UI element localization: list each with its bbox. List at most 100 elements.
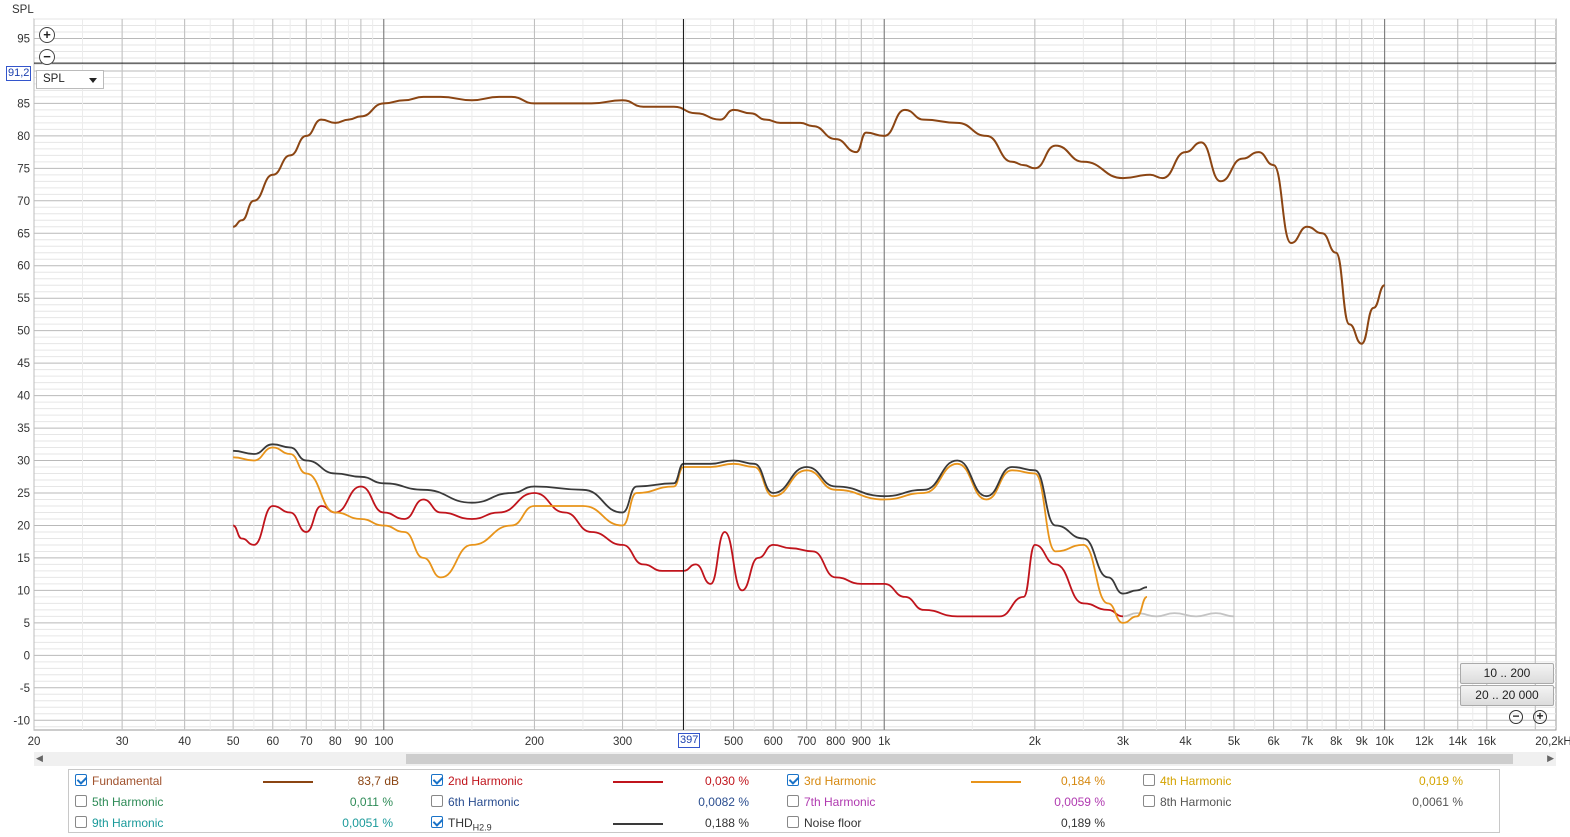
y-tick-label: 15 (17, 553, 30, 565)
legend-value: 0,189 % (1060, 816, 1105, 830)
legend-label: 3rd Harmonic (804, 774, 877, 788)
x-tick-label: 100 (374, 736, 393, 748)
legend-value: 0,011 % (349, 795, 393, 809)
y-axis-title: SPL (12, 4, 34, 16)
chart-grid (33, 18, 1557, 731)
legend-value: 0,019 % (1418, 774, 1463, 788)
chart-cursor (34, 19, 1556, 730)
y-tick-label: -10 (13, 715, 30, 727)
x-tick-label: 6k (1268, 736, 1280, 748)
series-3rd-harmonic (233, 446, 1148, 624)
x-tick-label: 40 (178, 736, 191, 748)
legend-item-2nd-harmonic[interactable]: 2nd Harmonic 0,030 % (431, 771, 761, 791)
fundamental-checkbox[interactable] (75, 774, 87, 786)
legend-value: 0,0059 % (1054, 795, 1105, 809)
legend-panel: Fundamental 83,7 dB 2nd Harmonic 0,030 %… (68, 769, 1500, 833)
legend-item-thd[interactable]: THDH2.9 0,188 % (431, 813, 761, 833)
y-tick-label: 5 (24, 618, 30, 630)
series-thd (233, 443, 1148, 595)
legend-item-3rd-harmonic[interactable]: 3rd Harmonic 0,184 % (787, 771, 1117, 791)
x-tick-label: 20 (28, 736, 41, 748)
x-tick-label: 12k (1415, 736, 1434, 748)
horizontal-scrollbar[interactable]: ◀ ▶ (34, 752, 1556, 766)
legend-value: 0,0061 % (1412, 795, 1463, 809)
chevron-down-icon (89, 78, 97, 83)
x-tick-label: 4k (1179, 736, 1191, 748)
legend-label: 6th Harmonic (448, 795, 520, 809)
6th-harmonic-checkbox[interactable] (431, 795, 443, 807)
cursor-x-readout: 397 (678, 733, 701, 748)
y-tick-label: 50 (17, 326, 30, 338)
zoom-out-icon[interactable]: − (39, 49, 55, 65)
legend-value: 0,0051 % (342, 816, 393, 830)
legend-label: THDH2.9 (448, 813, 492, 837)
x-tick-label: 800 (826, 736, 845, 748)
zoom-in-icon[interactable]: + (39, 27, 55, 43)
8th-harmonic-checkbox[interactable] (1143, 795, 1155, 807)
legend-label: 5th Harmonic (92, 795, 164, 809)
x-tick-label: 900 (852, 736, 871, 748)
x-tick-label: 20,2kHz (1535, 736, 1570, 748)
5th-harmonic-checkbox[interactable] (75, 795, 87, 807)
legend-item-7th-harmonic[interactable]: 7th Harmonic 0,0059 % (787, 792, 1117, 812)
thd-checkbox[interactable] (431, 816, 443, 828)
x-tick-label: 9k (1356, 736, 1368, 748)
4th-harmonic-checkbox[interactable] (1143, 774, 1155, 786)
legend-item-8th-harmonic[interactable]: 8th Harmonic 0,0061 % (1143, 792, 1473, 812)
7th-harmonic-checkbox[interactable] (787, 795, 799, 807)
x-tick-label: 50 (227, 736, 240, 748)
x-tick-label: 700 (797, 736, 816, 748)
x-tick-label: 3k (1117, 736, 1129, 748)
legend-item-6th-harmonic[interactable]: 6th Harmonic 0,0082 % (431, 792, 761, 812)
x-tick-label: 7k (1301, 736, 1313, 748)
legend-label: 7th Harmonic (804, 795, 876, 809)
chart-series (232, 95, 1386, 624)
x-tick-label: 5k (1228, 736, 1240, 748)
x-tick-label: 80 (329, 736, 342, 748)
x-zoom-out-icon[interactable]: − (1509, 710, 1523, 724)
x-zoom-in-icon[interactable]: + (1533, 710, 1547, 724)
y-tick-label: 0 (24, 650, 30, 662)
y-tick-label: 20 (17, 520, 30, 532)
x-tick-label: 60 (266, 736, 279, 748)
y-tick-label: 80 (17, 131, 30, 143)
2nd-harmonic-checkbox[interactable] (431, 774, 443, 786)
scroll-left-icon[interactable]: ◀ (36, 753, 43, 763)
y-tick-label: 55 (17, 293, 30, 305)
noise-floor-checkbox[interactable] (787, 816, 799, 828)
y-tick-label: 45 (17, 358, 30, 370)
measurement-select[interactable]: SPL (36, 70, 104, 89)
legend-item-4th-harmonic[interactable]: 4th Harmonic 0,019 % (1143, 771, 1473, 791)
legend-item-5th-harmonic[interactable]: 5th Harmonic 0,011 % (75, 792, 405, 812)
x-tick-label: 300 (613, 736, 632, 748)
y-tick-label: 25 (17, 488, 30, 500)
legend-swatch (971, 781, 1021, 783)
x-tick-label: 600 (764, 736, 783, 748)
legend-label: 2nd Harmonic (448, 774, 523, 788)
3rd-harmonic-checkbox[interactable] (787, 774, 799, 786)
y-tick-label: 10 (17, 585, 30, 597)
x-tick-label: 200 (525, 736, 544, 748)
y-tick-label: 95 (17, 33, 30, 45)
x-tick-label: 1k (878, 736, 890, 748)
thd-label-sub: H2.9 (472, 822, 492, 833)
scroll-right-icon[interactable]: ▶ (1547, 753, 1554, 763)
range-20-20000-button[interactable]: 20 .. 20 000 (1460, 685, 1554, 706)
x-tick-label: 30 (116, 736, 129, 748)
plot-frame (33, 18, 1557, 731)
range-10-200-button[interactable]: 10 .. 200 (1460, 663, 1554, 684)
legend-swatch (613, 823, 663, 825)
legend-label: Noise floor (804, 816, 862, 830)
9th-harmonic-checkbox[interactable] (75, 816, 87, 828)
y-tick-label: 30 (17, 456, 30, 468)
legend-item-noise-floor[interactable]: Noise floor 0,189 % (787, 813, 1117, 833)
spl-chart[interactable]: 95908580757065605550454035302520151050-5… (0, 0, 1570, 770)
y-tick-label: 75 (17, 163, 30, 175)
legend-value: 0,030 % (704, 774, 749, 788)
legend-item-9th-harmonic[interactable]: 9th Harmonic 0,0051 % (75, 813, 405, 833)
series-noise-floor (1122, 612, 1235, 618)
thd-label-text: THD (448, 816, 473, 830)
scrollbar-thumb[interactable] (406, 754, 1513, 764)
legend-item-fundamental[interactable]: Fundamental 83,7 dB (75, 771, 405, 791)
legend-label: 9th Harmonic (92, 816, 164, 830)
